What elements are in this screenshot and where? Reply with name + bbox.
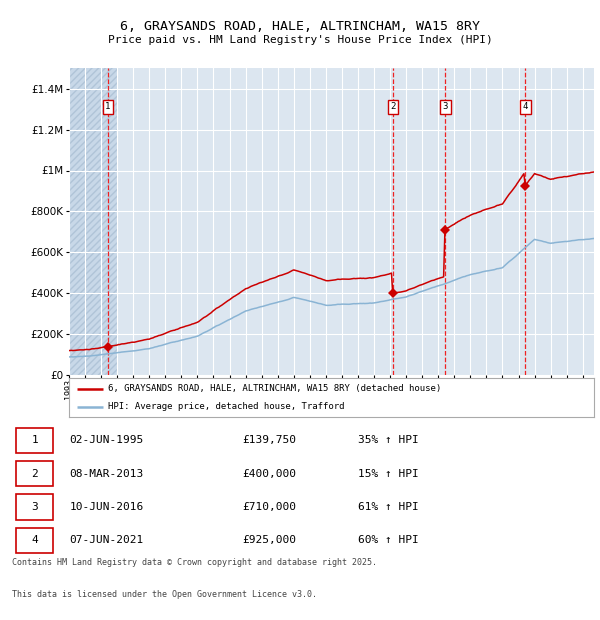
Text: 2: 2 bbox=[391, 102, 395, 111]
Text: 08-MAR-2013: 08-MAR-2013 bbox=[70, 469, 144, 479]
Text: 60% ↑ HPI: 60% ↑ HPI bbox=[358, 535, 418, 545]
Text: 6, GRAYSANDS ROAD, HALE, ALTRINCHAM, WA15 8RY: 6, GRAYSANDS ROAD, HALE, ALTRINCHAM, WA1… bbox=[120, 20, 480, 33]
Text: 02-JUN-1995: 02-JUN-1995 bbox=[70, 435, 144, 445]
Text: £139,750: £139,750 bbox=[242, 435, 296, 445]
Text: 10-JUN-2016: 10-JUN-2016 bbox=[70, 502, 144, 512]
Text: 1: 1 bbox=[31, 435, 38, 445]
Text: 15% ↑ HPI: 15% ↑ HPI bbox=[358, 469, 418, 479]
FancyBboxPatch shape bbox=[16, 494, 53, 520]
Text: HPI: Average price, detached house, Trafford: HPI: Average price, detached house, Traf… bbox=[109, 402, 345, 412]
Text: £400,000: £400,000 bbox=[242, 469, 296, 479]
Text: 2: 2 bbox=[31, 469, 38, 479]
Text: £710,000: £710,000 bbox=[242, 502, 296, 512]
Bar bbox=[69, 68, 117, 375]
Text: 35% ↑ HPI: 35% ↑ HPI bbox=[358, 435, 418, 445]
Text: 07-JUN-2021: 07-JUN-2021 bbox=[70, 535, 144, 545]
Text: 1: 1 bbox=[105, 102, 110, 111]
Text: 3: 3 bbox=[31, 502, 38, 512]
FancyBboxPatch shape bbox=[16, 428, 53, 453]
Text: 61% ↑ HPI: 61% ↑ HPI bbox=[358, 502, 418, 512]
Text: Price paid vs. HM Land Registry's House Price Index (HPI): Price paid vs. HM Land Registry's House … bbox=[107, 35, 493, 45]
Text: 4: 4 bbox=[31, 535, 38, 545]
Text: 4: 4 bbox=[523, 102, 528, 111]
FancyBboxPatch shape bbox=[16, 461, 53, 486]
FancyBboxPatch shape bbox=[16, 528, 53, 553]
Text: 3: 3 bbox=[443, 102, 448, 111]
Text: This data is licensed under the Open Government Licence v3.0.: This data is licensed under the Open Gov… bbox=[12, 590, 317, 600]
Text: £925,000: £925,000 bbox=[242, 535, 296, 545]
Text: Contains HM Land Registry data © Crown copyright and database right 2025.: Contains HM Land Registry data © Crown c… bbox=[12, 558, 377, 567]
Text: 6, GRAYSANDS ROAD, HALE, ALTRINCHAM, WA15 8RY (detached house): 6, GRAYSANDS ROAD, HALE, ALTRINCHAM, WA1… bbox=[109, 384, 442, 393]
